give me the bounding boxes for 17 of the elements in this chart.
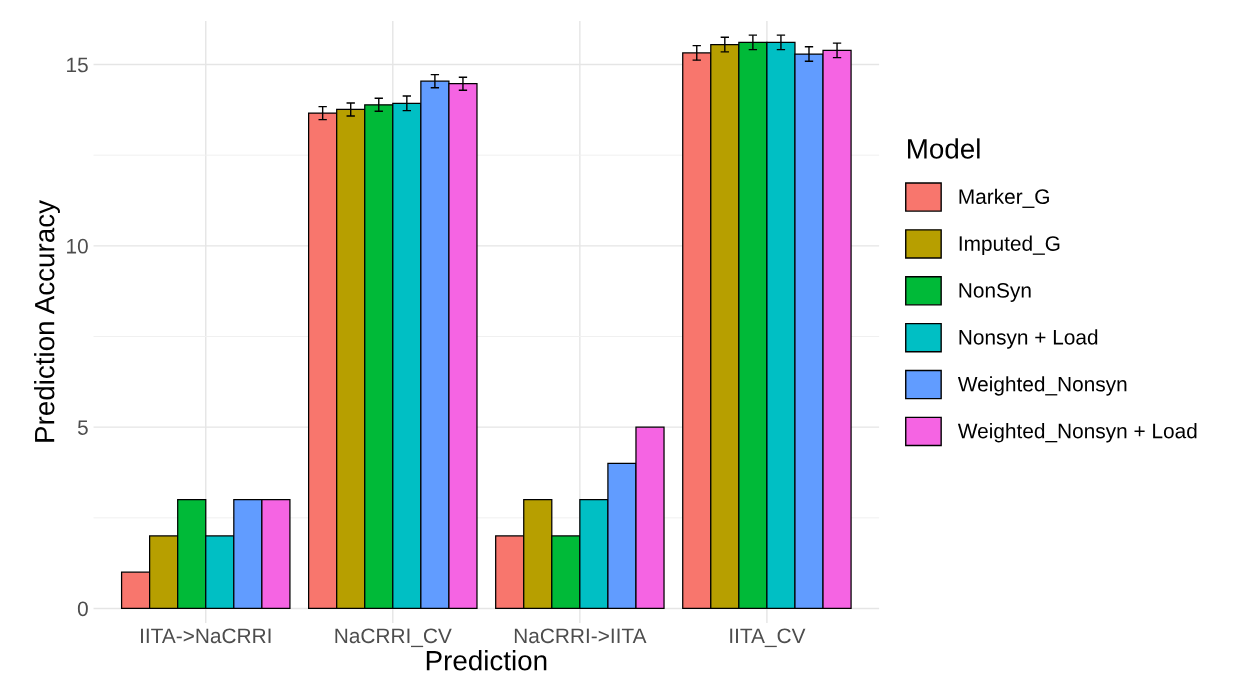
legend-title: Model [908, 138, 980, 159]
x-tick-label: NaCRRI_CV [335, 628, 452, 648]
y-tick-label: 15 [67, 57, 88, 73]
x-axis-title: Prediction [426, 650, 547, 671]
legend-label: Nonsyn + Load [959, 329, 1098, 349]
legend-label: Marker_G [959, 188, 1049, 208]
y-tick-label: 10 [67, 238, 88, 254]
legend-label: Imputed_G [959, 235, 1060, 255]
legend-label: Weighted_Nonsyn [957, 376, 1127, 396]
x-tick-label: IITA->NaCRRI [141, 628, 271, 644]
legend-label: Weighted_Nonsyn + Load [957, 423, 1197, 443]
y-tick-label: 0 [77, 601, 88, 617]
x-tick-label: IITA_CV [730, 628, 806, 648]
legend-label: NonSyn [959, 283, 1031, 302]
y-tick-label: 5 [77, 420, 88, 435]
y-axis-title: Prediction Accuracy [34, 200, 60, 442]
x-tick-label: NaCRRI->IITA [514, 628, 647, 644]
